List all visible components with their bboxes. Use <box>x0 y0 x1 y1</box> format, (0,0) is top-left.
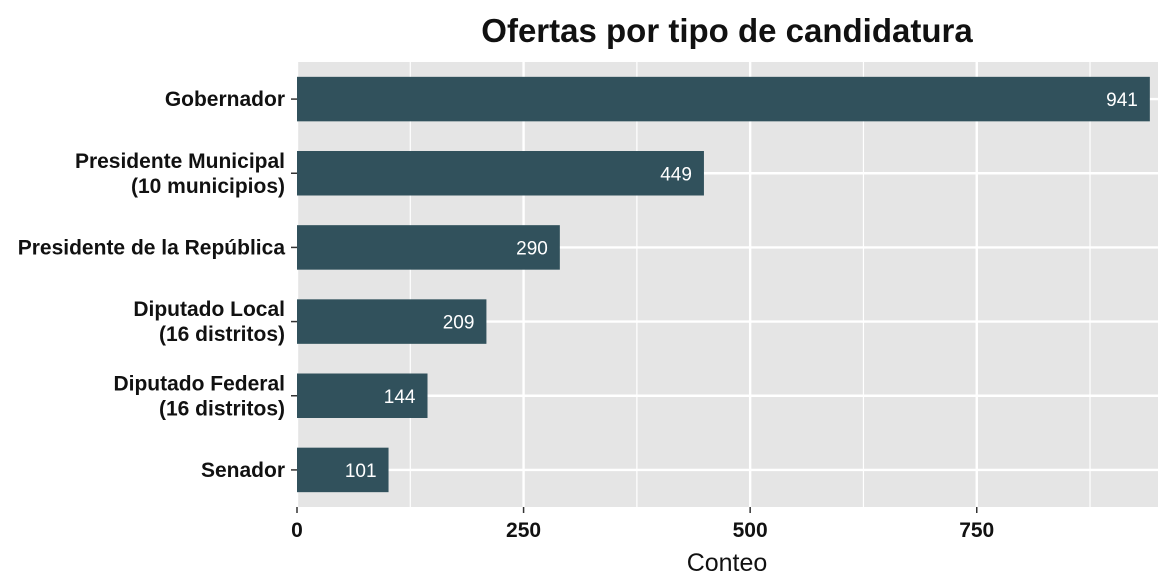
y-category-label: Diputado Federal <box>113 372 285 395</box>
bar <box>297 151 704 196</box>
bar-value-label: 101 <box>345 461 377 482</box>
x-tick-label: 750 <box>959 519 994 542</box>
y-category-label: (16 distritos) <box>159 397 285 420</box>
chart-title: Ofertas por tipo de candidatura <box>481 12 973 49</box>
bar-value-label: 941 <box>1106 90 1138 111</box>
y-category-label: Presidente de la República <box>18 236 286 259</box>
y-category-label: Presidente Municipal <box>75 150 285 173</box>
y-axis-labels: Gobernador Presidente Municipal(10 munici… <box>18 88 297 482</box>
y-category-label: Gobernador <box>165 88 285 111</box>
x-tick-label: 250 <box>506 519 541 542</box>
bar <box>297 225 560 270</box>
y-category-label: Senador <box>201 459 285 482</box>
x-tick-label: 0 <box>291 519 303 542</box>
bar <box>297 76 1150 122</box>
bar-value-label: 144 <box>384 387 416 408</box>
bar-value-label: 449 <box>660 164 692 185</box>
plot-panel <box>297 62 1158 507</box>
bar-value-label: 290 <box>516 238 548 259</box>
bars: 941 449 290 209 144 101 <box>297 76 1150 493</box>
y-category-label: (16 distritos) <box>159 323 285 346</box>
y-category-label: (10 municipios) <box>131 175 285 198</box>
bar <box>297 373 428 418</box>
y-category-label: Diputado Local <box>133 298 285 321</box>
x-axis-label: Conteo <box>687 549 768 577</box>
bar <box>297 299 487 344</box>
x-axis-ticks: 0 250 500 750 <box>291 507 994 542</box>
bar <box>297 447 389 493</box>
bar-value-label: 209 <box>443 313 475 334</box>
x-tick-label: 500 <box>733 519 768 542</box>
